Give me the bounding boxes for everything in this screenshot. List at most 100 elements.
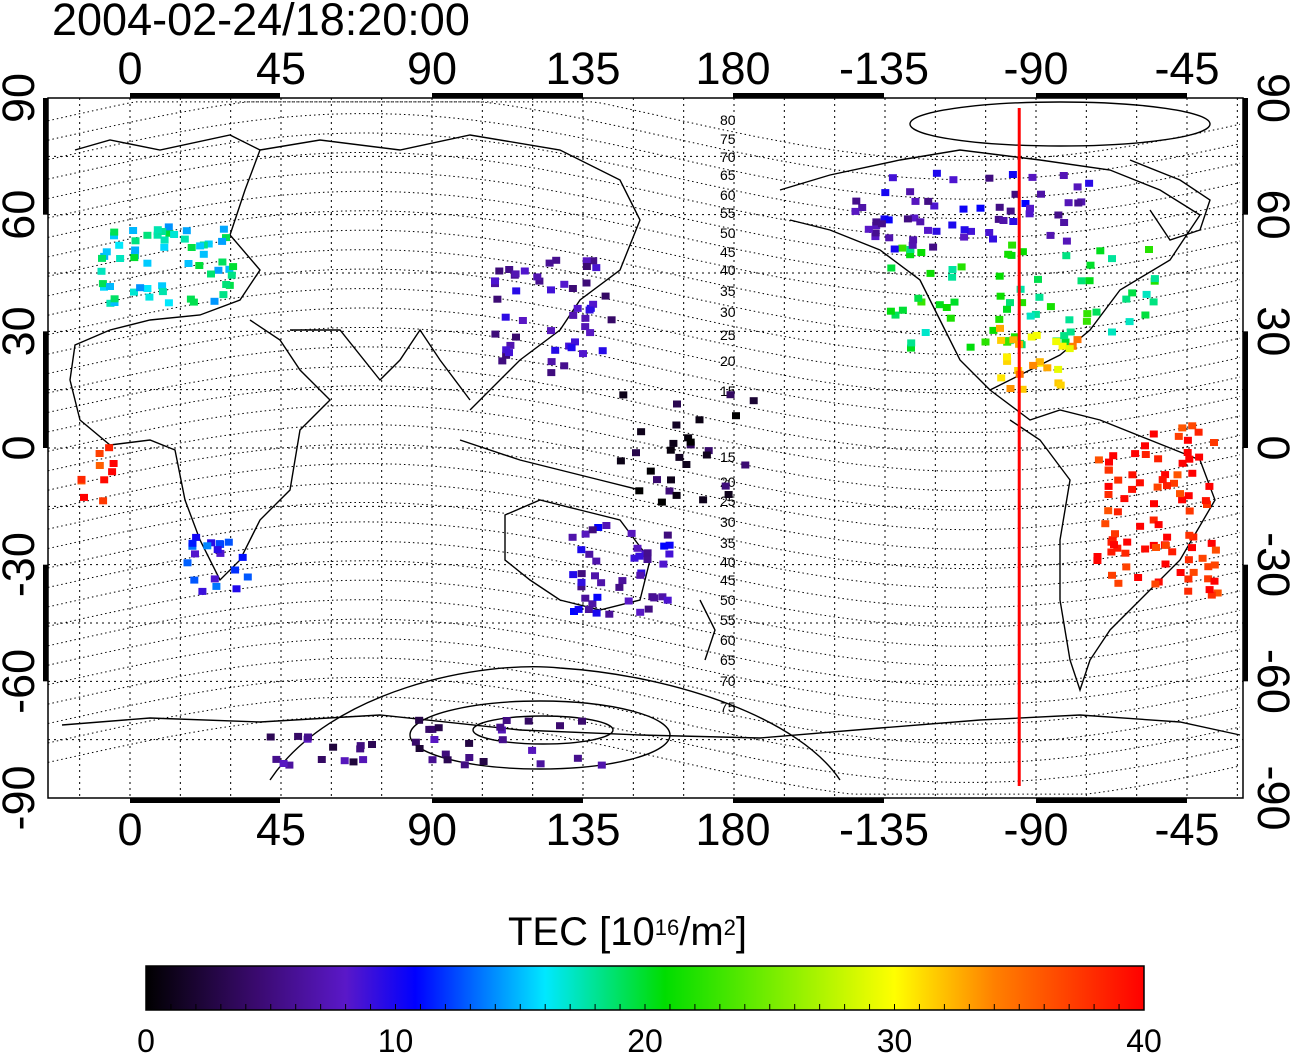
tec-point xyxy=(667,476,675,484)
tec-point xyxy=(105,444,114,452)
tec-point xyxy=(684,434,693,442)
tec-point xyxy=(98,280,107,288)
tec-point xyxy=(1037,190,1045,198)
tec-point xyxy=(231,566,240,574)
tec-point xyxy=(1153,483,1162,491)
tec-point xyxy=(1194,428,1203,436)
tec-point xyxy=(460,761,469,769)
tec-point xyxy=(702,451,711,459)
coastlines xyxy=(61,134,1241,739)
colorbar-tick-label: 10 xyxy=(378,1023,414,1057)
tec-point xyxy=(571,338,579,346)
tec-point xyxy=(1031,310,1040,318)
tec-point xyxy=(1108,255,1116,263)
tec-point xyxy=(906,188,915,196)
tec-point xyxy=(906,246,915,253)
y-tick-label-left: -60 xyxy=(0,649,44,714)
tec-point xyxy=(502,717,511,724)
tec-point xyxy=(586,329,595,337)
x-tick-label-bottom: -45 xyxy=(1154,804,1219,855)
tec-point xyxy=(581,314,590,322)
colorbar-tick-label: 30 xyxy=(877,1023,913,1057)
tec-point xyxy=(886,307,895,315)
tec-point xyxy=(663,531,672,539)
tec-point xyxy=(428,756,437,764)
tec-point xyxy=(99,497,108,505)
tec-point xyxy=(359,756,368,764)
tec-point xyxy=(1059,172,1068,179)
tec-point xyxy=(1101,520,1110,528)
tec-point xyxy=(465,739,474,747)
tec-point xyxy=(1109,452,1118,460)
contour-label: 45 xyxy=(720,244,736,260)
tec-point xyxy=(518,317,527,324)
tec-point xyxy=(890,245,899,253)
tec-point xyxy=(570,608,578,615)
tec-point xyxy=(574,605,583,613)
tec-point xyxy=(1205,482,1214,490)
tec-point xyxy=(465,754,474,761)
tec-point xyxy=(506,341,515,349)
y-tick-label-left: -90 xyxy=(0,765,44,830)
tec-point xyxy=(1035,293,1044,301)
tec-point xyxy=(491,277,499,285)
tec-point xyxy=(1152,544,1160,551)
tec-point xyxy=(1173,471,1182,479)
tec-point xyxy=(929,243,938,251)
tec-point xyxy=(199,250,208,258)
tec-point xyxy=(1161,541,1170,549)
tec-point xyxy=(533,273,542,281)
x-tick-label-top: 45 xyxy=(256,43,306,94)
tec-point xyxy=(598,347,607,355)
tec-point xyxy=(607,316,616,324)
tec-point xyxy=(871,233,880,241)
tec-point xyxy=(1183,436,1192,444)
tec-point xyxy=(491,330,500,338)
contour-label: 60 xyxy=(720,632,736,648)
tec-point xyxy=(695,416,704,424)
tec-point xyxy=(1009,218,1018,225)
tec-point xyxy=(219,225,228,233)
tec-point xyxy=(160,236,169,244)
tec-point xyxy=(1207,539,1216,547)
tec-point xyxy=(1141,451,1150,458)
tec-point xyxy=(989,235,997,243)
tec-point xyxy=(130,254,139,262)
tec-point xyxy=(948,221,957,229)
tec-point xyxy=(569,571,578,579)
tec-point xyxy=(1034,275,1042,283)
tec-point xyxy=(872,222,881,229)
tec-point xyxy=(349,758,358,766)
tec-point xyxy=(888,174,897,182)
tec-point xyxy=(1029,361,1038,369)
tec-point xyxy=(110,299,119,306)
tec-point xyxy=(495,267,504,275)
tec-point xyxy=(1021,200,1030,207)
tec-point xyxy=(1027,333,1036,341)
tec-point xyxy=(143,259,152,267)
tec-point xyxy=(909,236,918,244)
tec-point xyxy=(930,202,939,210)
contour-label: 75 xyxy=(720,699,736,715)
tec-point xyxy=(1131,450,1140,458)
tec-point xyxy=(948,273,957,281)
tec-point xyxy=(644,605,653,613)
tec-point xyxy=(1011,190,1020,198)
tec-point xyxy=(232,585,241,593)
tec-point xyxy=(1141,311,1150,319)
tec-point xyxy=(1092,308,1101,316)
tec-point xyxy=(272,755,281,763)
tec-point xyxy=(632,449,640,457)
tec-point xyxy=(891,311,900,319)
tec-point xyxy=(665,541,674,549)
tec-point xyxy=(501,313,510,321)
tec-point xyxy=(80,493,88,501)
tec-point xyxy=(1073,336,1082,344)
tec-point xyxy=(1111,530,1119,538)
tec-point xyxy=(942,304,951,311)
tec-point xyxy=(536,760,545,768)
tec-point xyxy=(238,553,247,561)
tec-point xyxy=(960,226,969,234)
tec-point xyxy=(1104,507,1113,515)
tec-point xyxy=(675,453,684,461)
